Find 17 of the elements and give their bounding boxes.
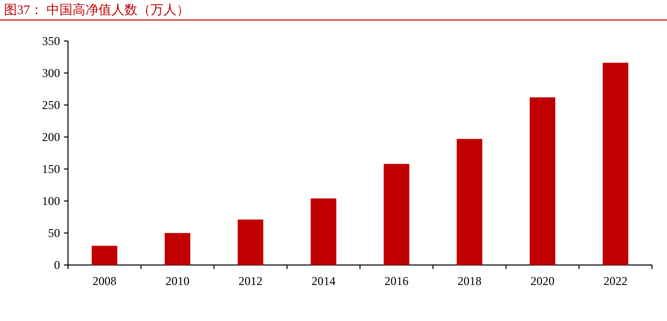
- y-tick-label: 250: [42, 98, 60, 112]
- x-tick-label: 2008: [92, 274, 116, 288]
- x-tick-label: 2016: [384, 274, 408, 288]
- y-tick-label: 350: [42, 34, 60, 48]
- y-tick-label: 0: [54, 258, 60, 272]
- y-tick-label: 300: [42, 66, 60, 80]
- y-tick-label: 100: [42, 194, 60, 208]
- x-tick-label: 2018: [458, 274, 482, 288]
- x-tick-label: 2012: [238, 274, 262, 288]
- x-tick-label: 2022: [604, 274, 628, 288]
- x-tick-label: 2014: [312, 274, 336, 288]
- x-tick-label: 2010: [166, 274, 190, 288]
- y-tick-label: 150: [42, 162, 60, 176]
- x-tick-label: 2020: [530, 274, 554, 288]
- title: 图37： 中国高净值人数（万人）: [4, 2, 190, 17]
- y-tick-label: 50: [48, 226, 60, 240]
- y-tick-label: 200: [42, 130, 60, 144]
